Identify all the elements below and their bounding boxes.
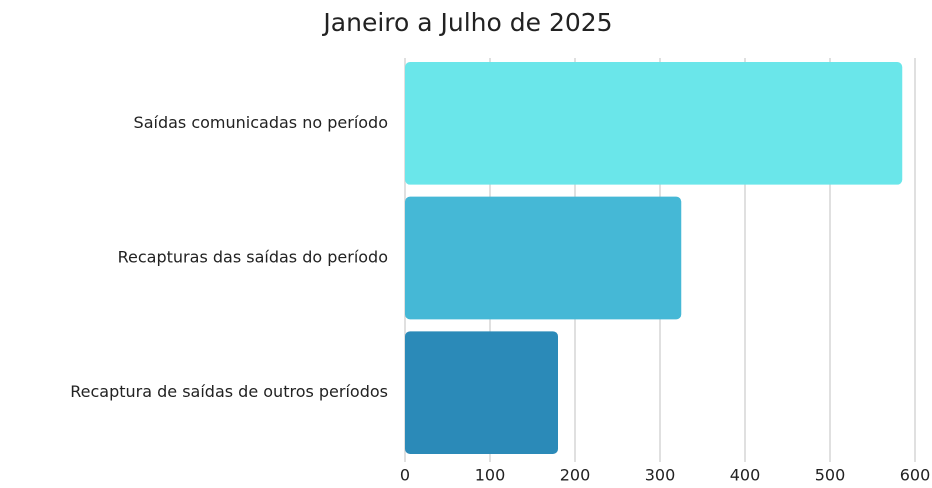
y-tick-label: Saídas comunicadas no período: [134, 113, 388, 132]
bar: [405, 196, 682, 320]
x-tick-label: 600: [900, 466, 931, 485]
y-tick-label: Recaptura de saídas de outros períodos: [70, 382, 388, 401]
x-tick-label: 300: [645, 466, 676, 485]
chart-title: Janeiro a Julho de 2025: [321, 8, 612, 37]
y-tick-label: Recapturas das saídas do período: [118, 248, 388, 267]
x-tick-label: 200: [560, 466, 591, 485]
x-tick-label: 100: [475, 466, 506, 485]
bar: [405, 331, 558, 454]
bar: [405, 62, 903, 185]
x-tick-label: 0: [400, 466, 410, 485]
x-tick-label: 500: [815, 466, 846, 485]
x-tick-label: 400: [730, 466, 761, 485]
